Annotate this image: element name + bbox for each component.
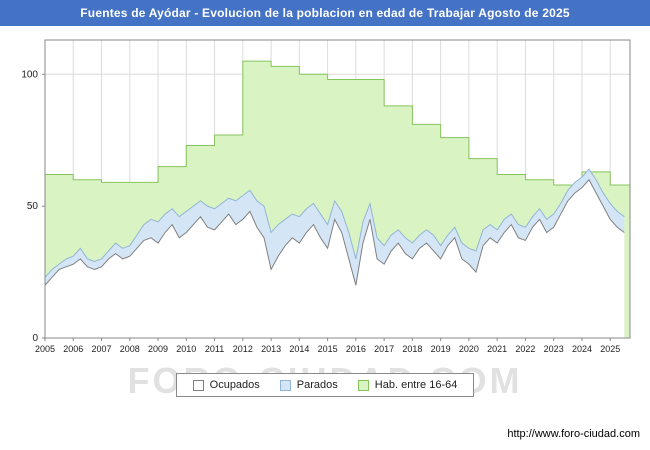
chart-title: Fuentes de Ayódar - Evolucion de la pobl… (0, 0, 650, 26)
svg-text:2008: 2008 (120, 344, 140, 354)
chart-svg: 2005 2006 2007 2008 2009 2010 2011 2012 2013 2014… (21, 39, 631, 354)
legend-swatch-parados (279, 379, 291, 391)
svg-text:2015: 2015 (318, 344, 338, 354)
legend-label-hab-16-64: Hab. entre 16-64 (374, 379, 458, 391)
legend-item-ocupados: Ocupados (192, 379, 260, 391)
legend-box: Ocupados Parados Hab. entre 16-64 (175, 373, 475, 397)
svg-text:2009: 2009 (148, 344, 168, 354)
footer-url-link[interactable]: http://www.foro-ciudad.com (507, 428, 640, 440)
svg-text:2020: 2020 (459, 344, 479, 354)
legend-label-ocupados: Ocupados (209, 379, 260, 391)
svg-text:2024: 2024 (572, 344, 592, 354)
svg-text:2007: 2007 (92, 344, 112, 354)
legend-label-parados: Parados (296, 379, 338, 391)
svg-text:50: 50 (27, 201, 39, 212)
svg-text:2016: 2016 (346, 344, 366, 354)
svg-text:0: 0 (32, 333, 38, 344)
svg-text:2022: 2022 (515, 344, 535, 354)
legend-swatch-hab-16-64 (357, 379, 369, 391)
svg-text:2019: 2019 (431, 344, 451, 354)
svg-text:2025: 2025 (600, 344, 620, 354)
svg-text:2012: 2012 (233, 344, 253, 354)
svg-text:2010: 2010 (176, 344, 196, 354)
legend-item-parados: Parados (279, 379, 338, 391)
svg-text:2018: 2018 (402, 344, 422, 354)
svg-text:2011: 2011 (205, 344, 224, 354)
legend-swatch-ocupados (192, 379, 204, 391)
legend-item-hab-16-64: Hab. entre 16-64 (357, 379, 458, 391)
svg-text:2013: 2013 (261, 344, 281, 354)
svg-text:2005: 2005 (35, 344, 55, 354)
svg-text:2014: 2014 (289, 344, 309, 354)
svg-text:2023: 2023 (544, 344, 564, 354)
svg-text:2017: 2017 (374, 344, 394, 354)
svg-text:2006: 2006 (63, 344, 83, 354)
legend: Ocupados Parados Hab. entre 16-64 (0, 373, 650, 397)
svg-text:2021: 2021 (487, 344, 507, 354)
svg-text:100: 100 (21, 69, 38, 80)
